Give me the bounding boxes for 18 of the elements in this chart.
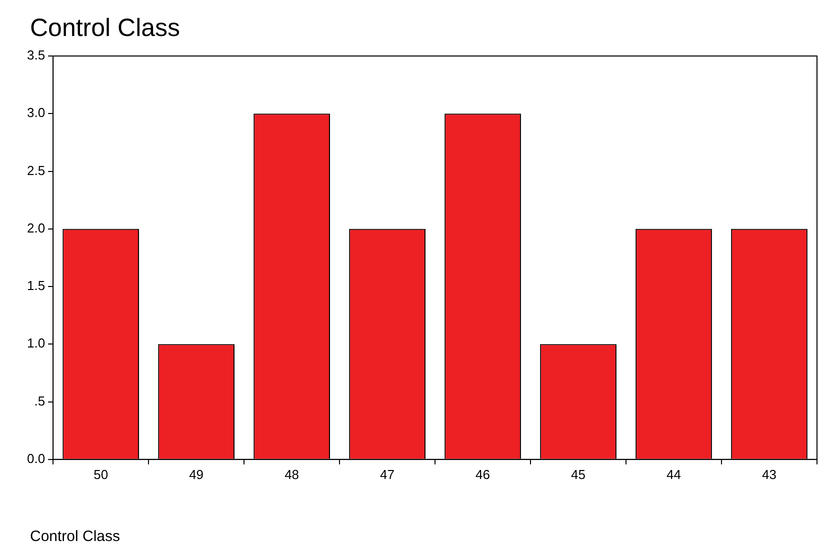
x-tick-label: 49 [189, 466, 204, 482]
x-tick-label: 47 [380, 466, 395, 482]
x-tick-label: 45 [571, 466, 586, 482]
chart-title: Control Class [30, 14, 180, 43]
y-tick-label: 1.5 [26, 278, 46, 294]
x-tick-label: 44 [666, 466, 681, 482]
x-tick-label: 50 [94, 466, 108, 482]
x-axis-title: Control Class [30, 528, 120, 545]
y-tick-label: .5 [34, 393, 46, 408]
x-tick-label: 46 [476, 466, 490, 482]
y-tick-label: 2.0 [26, 220, 46, 236]
y-tick-label: 2.5 [26, 162, 46, 178]
x-tick-label: 48 [284, 466, 300, 482]
x-tick-label: 43 [762, 466, 776, 482]
y-tick-label: 3.0 [26, 105, 46, 120]
y-tick-label: 3.5 [26, 48, 46, 63]
y-tick-label: 0.0 [26, 450, 46, 466]
y-tick-label: 1.0 [26, 336, 46, 351]
